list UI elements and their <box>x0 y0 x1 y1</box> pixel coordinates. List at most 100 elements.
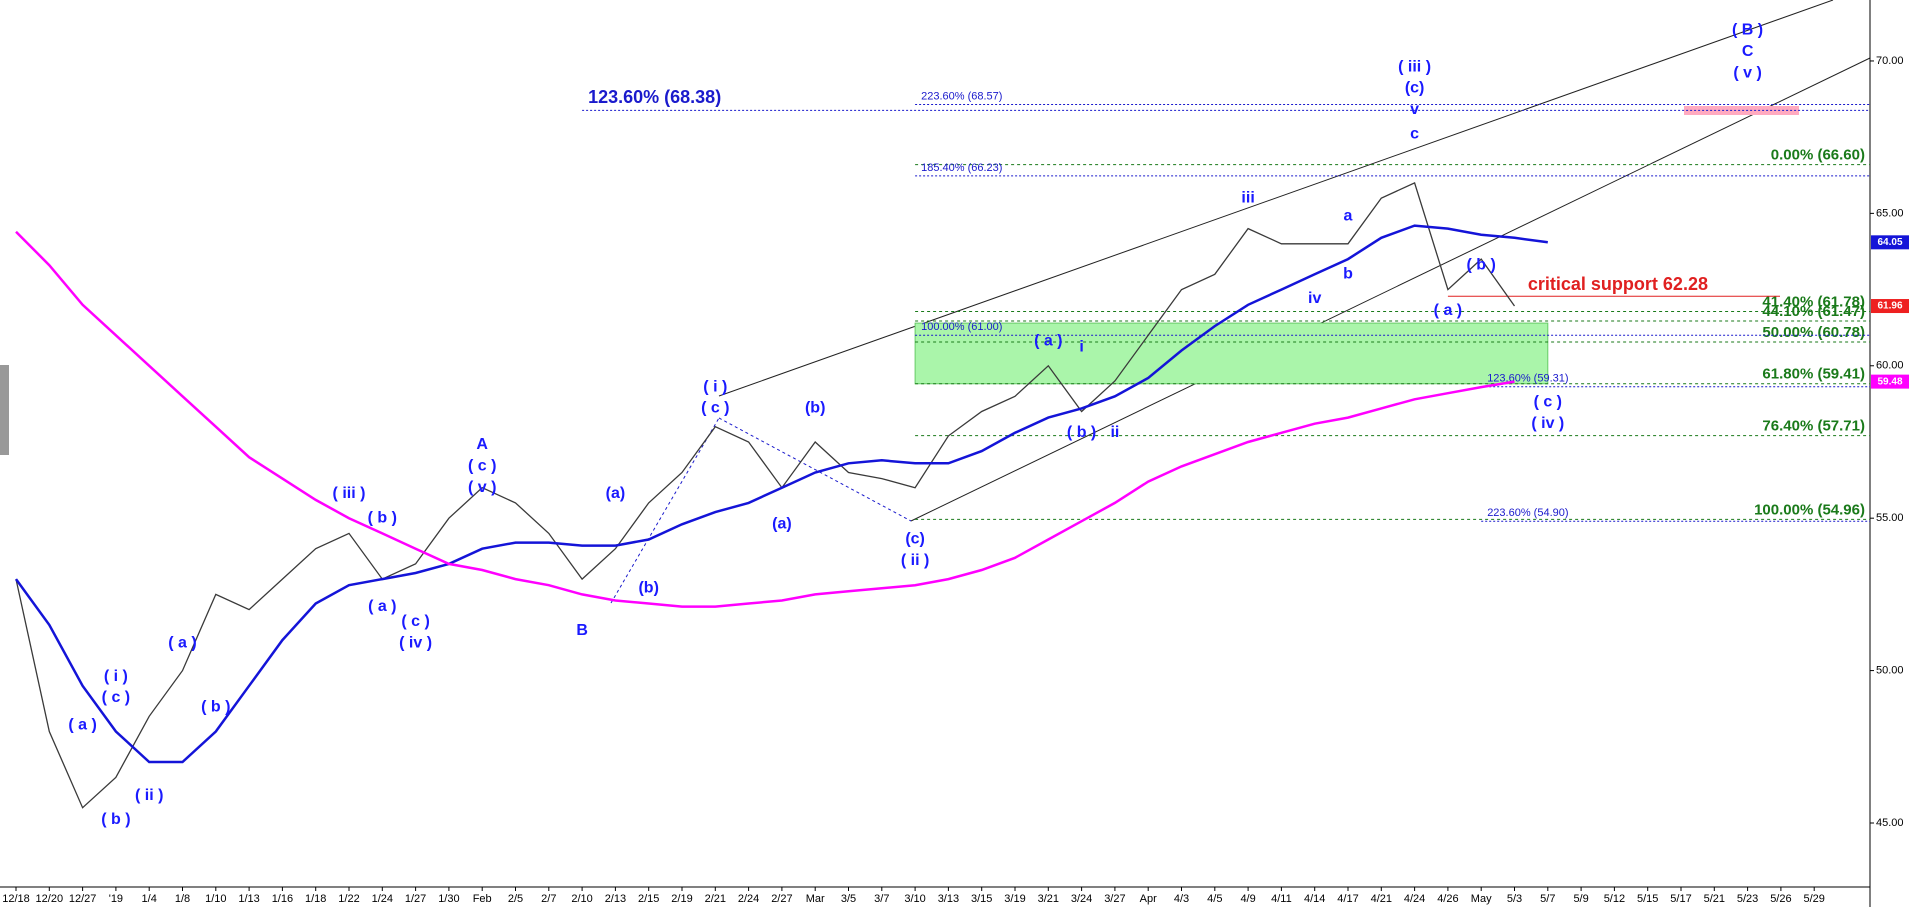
wave-label: (b) <box>638 580 658 597</box>
x-tick-label: 1/27 <box>405 893 426 905</box>
x-tick-label: 5/9 <box>1573 893 1588 905</box>
x-tick-label: 2/15 <box>638 893 659 905</box>
price-tag <box>1871 235 1909 250</box>
x-tick-label: 3/19 <box>1004 893 1025 905</box>
fib-zone <box>914 322 1549 385</box>
x-tick-label: 1/22 <box>338 893 359 905</box>
wave-label: iv <box>1308 290 1321 307</box>
x-tick-label: 1/18 <box>305 893 326 905</box>
x-tick-label: Apr <box>1140 893 1157 905</box>
fib-extension-label: 100.00% (61.00) <box>921 321 1002 333</box>
x-tick-label: 4/21 <box>1371 893 1392 905</box>
wave-label: ( a ) <box>168 634 196 651</box>
x-tick-label: 4/17 <box>1337 893 1358 905</box>
x-tick-label: 12/20 <box>36 893 64 905</box>
fib-retracement-label: 76.40% (57.71) <box>1762 418 1865 435</box>
wave-label: A <box>476 436 488 453</box>
fib-extension-label: 223.60% (68.57) <box>921 90 1002 102</box>
wave-label: ( iii ) <box>1398 58 1431 75</box>
wave-label: B <box>576 622 588 639</box>
y-tick-label: 45.00 <box>1876 817 1904 829</box>
x-tick-label: 5/29 <box>1803 893 1824 905</box>
wave-label: ( B ) <box>1732 22 1763 39</box>
wave-label: (b) <box>805 400 825 417</box>
y-tick-label: 60.00 <box>1876 360 1904 372</box>
wave-label: b <box>1343 266 1353 283</box>
fib-extension-label: 223.60% (54.90) <box>1487 507 1568 519</box>
target-box <box>1684 106 1799 115</box>
x-tick-label: 3/15 <box>971 893 992 905</box>
wave-label: C <box>1742 43 1754 60</box>
x-tick-label: 2/5 <box>508 893 523 905</box>
price-line <box>15 182 1516 809</box>
price-line <box>14 224 1548 764</box>
x-tick-label: 3/27 <box>1104 893 1125 905</box>
x-tick-label: 4/24 <box>1404 893 1425 905</box>
x-tick-label: 2/19 <box>671 893 692 905</box>
x-tick-label: 2/7 <box>541 893 556 905</box>
wave-label: ( i ) <box>703 378 727 395</box>
side-tab <box>0 365 9 455</box>
wave-label: ( v ) <box>1733 64 1761 81</box>
fib-retracement-label: 0.00% (66.60) <box>1771 147 1865 164</box>
wave-label: (a) <box>606 485 626 502</box>
price-line <box>15 230 1515 608</box>
x-tick-label: 1/30 <box>438 893 459 905</box>
wave-label: ( c ) <box>468 458 496 475</box>
wave-label: iii <box>1241 189 1254 206</box>
x-tick-label: 5/15 <box>1637 893 1658 905</box>
fib-retracement-label: 41.40% (61.78) <box>1762 293 1865 310</box>
support-label: critical support 62.28 <box>1528 274 1708 294</box>
channel-line <box>718 0 1834 397</box>
fib-extension-label: 185.40% (66.23) <box>921 162 1002 174</box>
wave-label: ( b ) <box>201 698 230 715</box>
x-tick-label: May <box>1471 893 1492 905</box>
price-tag-label: 64.05 <box>1877 237 1902 248</box>
wave-label: ( v ) <box>468 479 496 496</box>
wave-label: ( b ) <box>368 509 397 526</box>
x-tick-label: 4/11 <box>1271 893 1292 905</box>
wave-label: ( b ) <box>1467 256 1496 273</box>
fib-retracement-label: 100.00% (54.96) <box>1754 501 1865 518</box>
x-tick-label: 3/13 <box>938 893 959 905</box>
wave-label: ( c ) <box>102 689 130 706</box>
fib-retracement-label: 50.00% (60.78) <box>1762 324 1865 341</box>
price-tag <box>1871 299 1909 314</box>
wave-label: ( ii ) <box>135 787 163 804</box>
fib-retracement-label: 61.80% (59.41) <box>1762 366 1865 383</box>
wave-label: (a) <box>772 515 792 532</box>
wave-label: ( c ) <box>701 400 729 417</box>
x-tick-label: 1/24 <box>372 893 393 905</box>
price-tag-label: 59.48 <box>1877 376 1902 387</box>
x-tick-label: 4/26 <box>1437 893 1458 905</box>
fib-retracement-label: 44.10% (61.47) <box>1762 303 1865 320</box>
x-tick-label: 2/13 <box>605 893 626 905</box>
y-tick-label: 70.00 <box>1876 55 1904 67</box>
x-tick-label: 5/17 <box>1670 893 1691 905</box>
y-tick-label: 50.00 <box>1876 664 1904 676</box>
wave-label: ( i ) <box>104 668 128 685</box>
x-tick-label: 2/27 <box>771 893 792 905</box>
x-tick-label: 5/26 <box>1770 893 1791 905</box>
x-tick-label: 4/14 <box>1304 893 1325 905</box>
fib-extension-label: 123.60% (68.38) <box>588 87 721 107</box>
x-tick-label: 1/10 <box>205 893 226 905</box>
wave-label: ( a ) <box>1034 333 1062 350</box>
x-tick-label: 4/9 <box>1240 893 1255 905</box>
channel-line <box>910 57 1871 522</box>
x-tick-label: 3/10 <box>904 893 925 905</box>
wave-label: (c) <box>1405 80 1425 97</box>
x-tick-label: 5/12 <box>1604 893 1625 905</box>
x-tick-label: 12/27 <box>69 893 97 905</box>
price-tag-label: 61.96 <box>1877 301 1902 312</box>
y-tick-label: 65.00 <box>1876 207 1904 219</box>
wave-label: ( iv ) <box>399 634 432 651</box>
x-tick-label: 1/16 <box>272 893 293 905</box>
x-tick-label: 3/24 <box>1071 893 1092 905</box>
wave-label: v <box>1410 101 1419 118</box>
x-tick-label: Mar <box>806 893 825 905</box>
x-tick-label: '19 <box>109 893 123 905</box>
wave-line <box>718 417 912 522</box>
wave-label: i <box>1079 339 1083 356</box>
